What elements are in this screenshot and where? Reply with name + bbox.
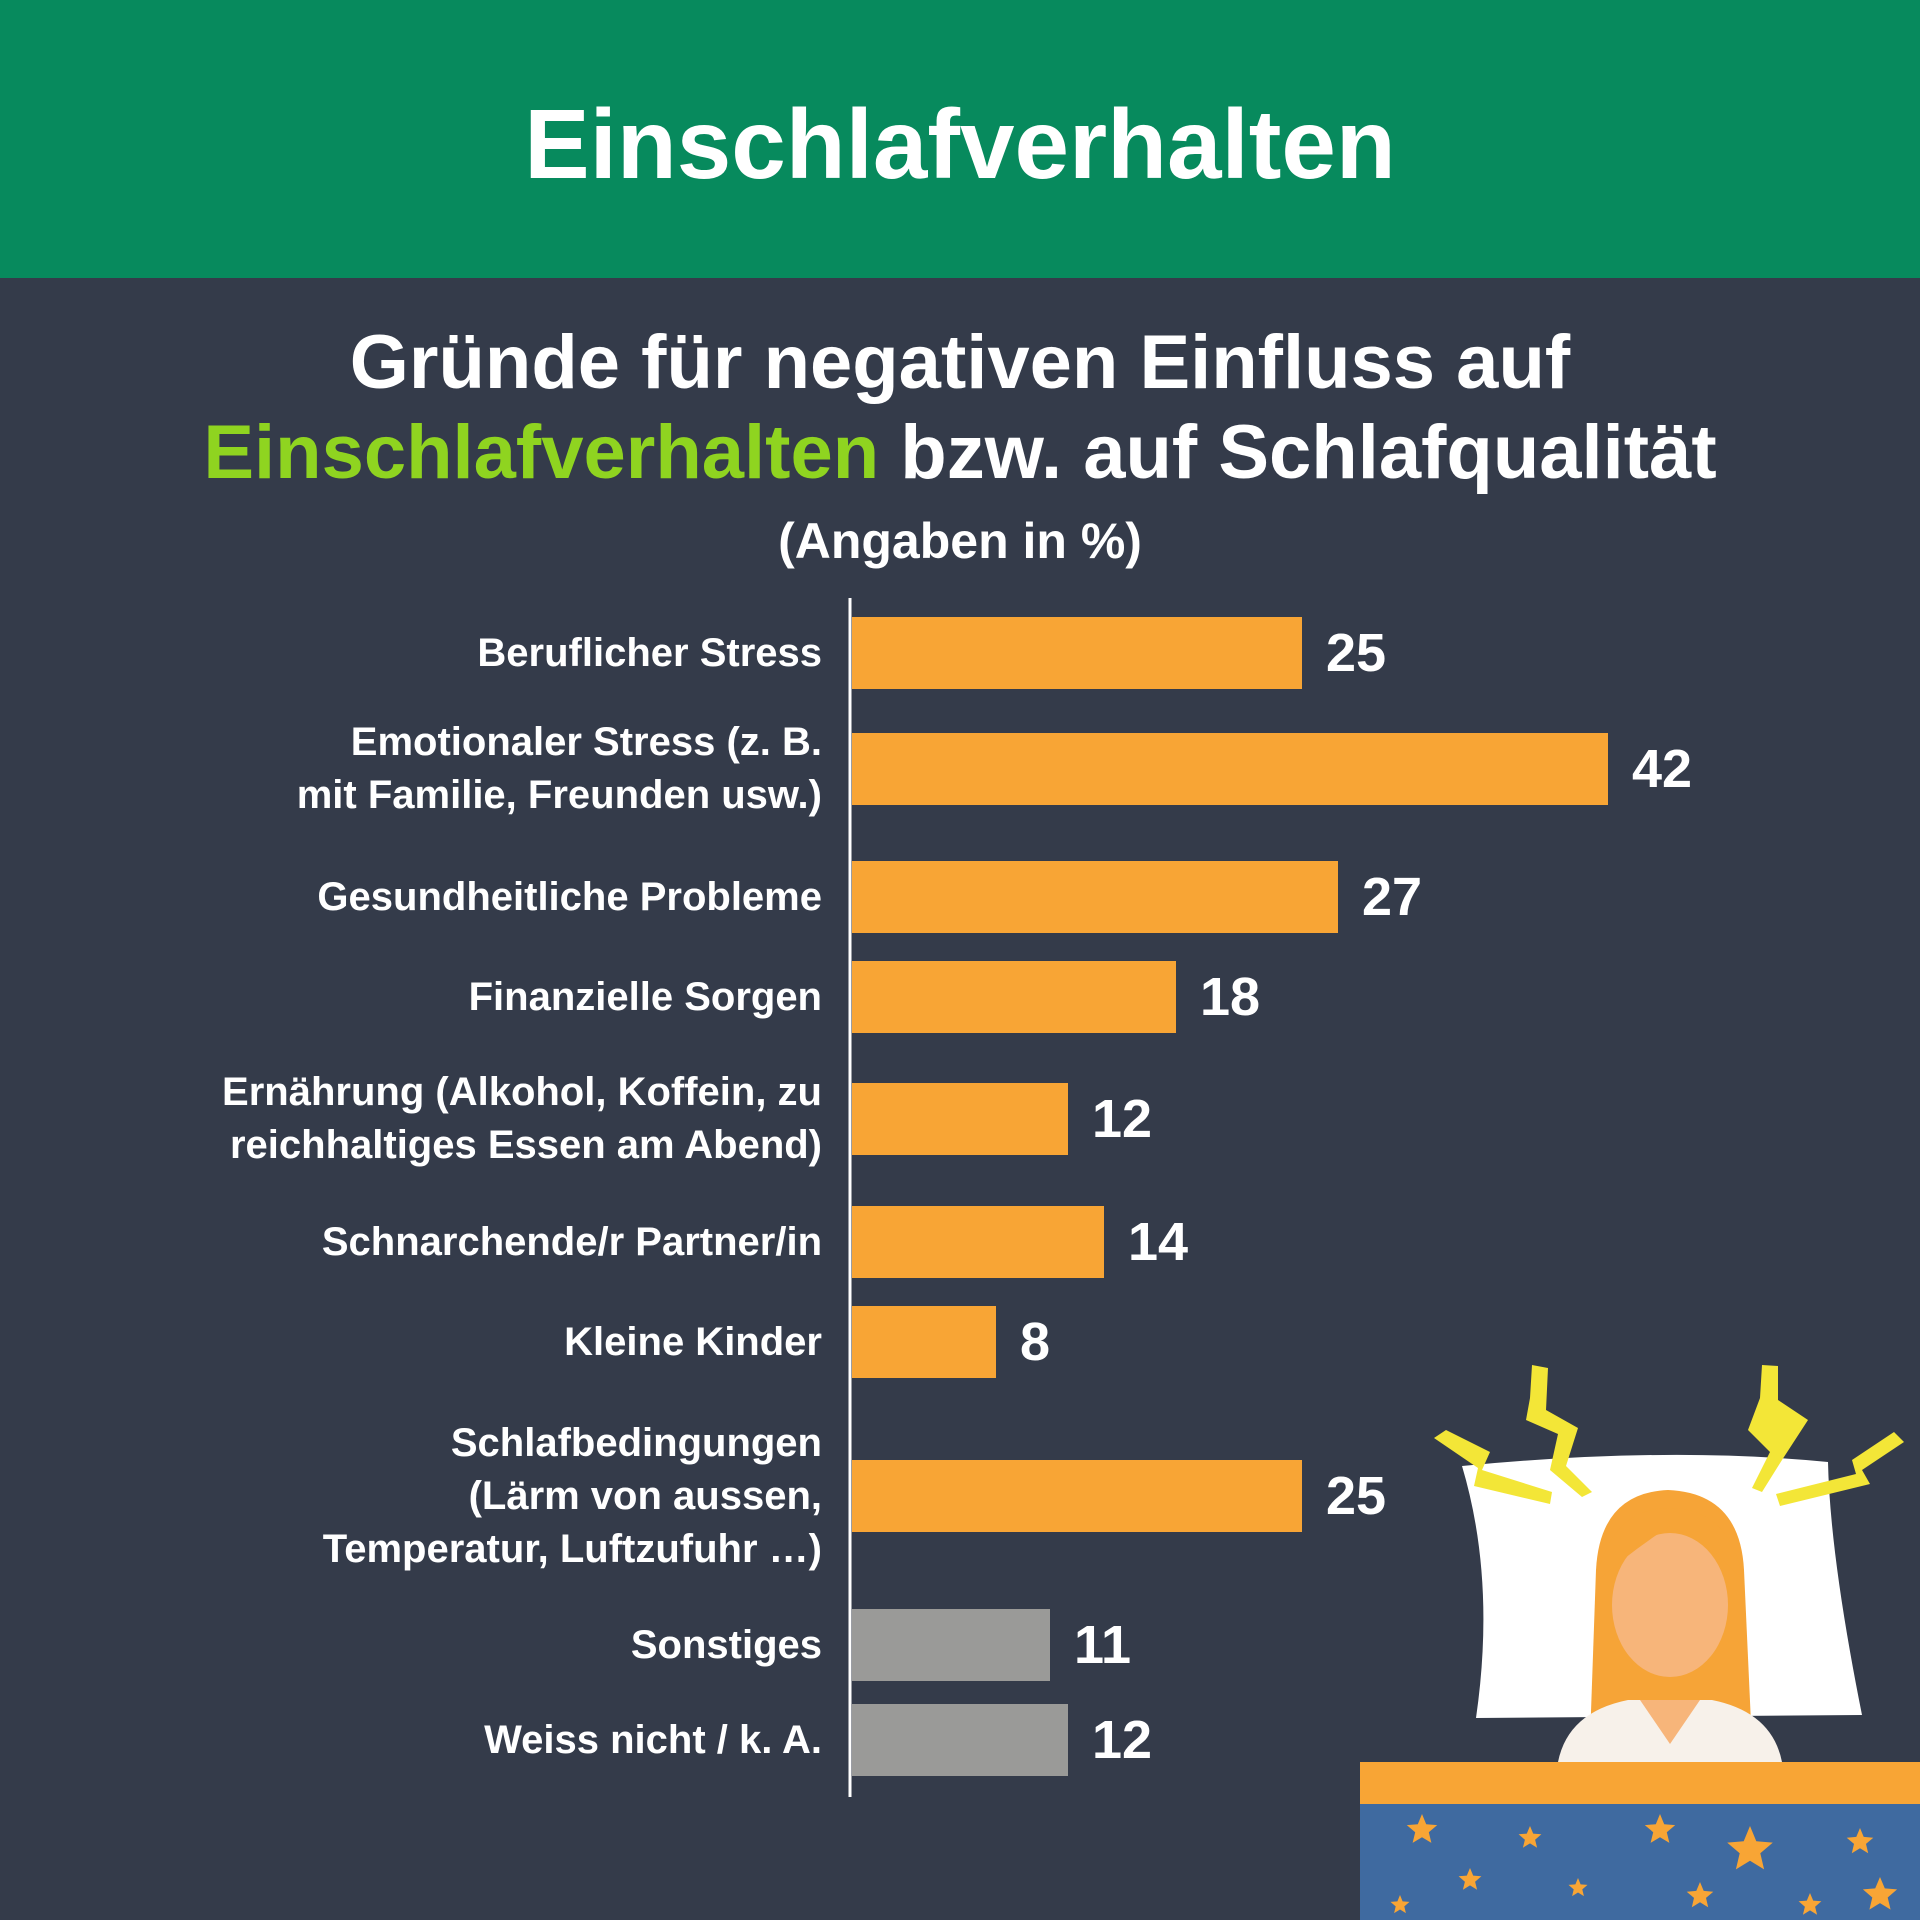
- chart-title-line-2: Einschlafverhalten bzw. auf Schlafqualit…: [0, 408, 1920, 498]
- value-label: 42: [1632, 739, 1693, 799]
- value-label: 11: [1074, 1615, 1132, 1675]
- star-icon: [1686, 1882, 1714, 1908]
- lightning-icon: [1434, 1430, 1552, 1504]
- category-label: Weiss nicht / k. A.: [162, 1714, 822, 1767]
- category-label-line: reichhaltiges Essen am Abend): [229, 1123, 822, 1167]
- category-label-line: Sonstiges: [630, 1622, 822, 1667]
- chart-unit-label: (Angaben in %): [778, 513, 1142, 569]
- category-label: Gesundheitliche Probleme: [162, 871, 822, 924]
- star-icon: [1846, 1828, 1874, 1854]
- star-icon: [1727, 1826, 1773, 1870]
- category-label-line: Schnarchende/r Partner/in: [321, 1219, 822, 1264]
- star-icon: [1406, 1814, 1438, 1843]
- category-label-line: Weiss nicht / k. A.: [484, 1717, 822, 1762]
- category-label: Beruflicher Stress: [162, 627, 822, 680]
- star-icon: [1798, 1893, 1822, 1915]
- value-label: 12: [1092, 1089, 1153, 1149]
- star-icon: [1518, 1826, 1542, 1848]
- category-label-line: Emotionaler Stress (z. B.: [350, 720, 822, 764]
- category-label: Ernährung (Alkohol, Koffein, zu reichhalt…: [162, 1066, 822, 1172]
- bar: [852, 1460, 1302, 1532]
- face: [1612, 1533, 1728, 1677]
- category-label: Emotionaler Stress (z. B. mit Familie, Fr…: [162, 716, 822, 822]
- lightning-icon: [1526, 1365, 1592, 1497]
- neck: [1640, 1700, 1700, 1744]
- value-label: 14: [1128, 1212, 1189, 1272]
- blanket-stars: [1390, 1814, 1898, 1915]
- bar: [852, 861, 1338, 933]
- category-label: Finanzielle Sorgen: [162, 971, 822, 1024]
- blanket-hem: [1360, 1762, 1920, 1804]
- value-label: 12: [1092, 1710, 1153, 1770]
- star-icon: [1458, 1868, 1482, 1890]
- bar: [852, 1083, 1068, 1155]
- category-label-line: Gesundheitliche Probleme: [317, 874, 822, 919]
- bar: [852, 1206, 1104, 1278]
- category-label-line: (Lärm von aussen,: [468, 1473, 822, 1518]
- category-label: Sonstiges: [162, 1619, 822, 1672]
- bar: [852, 617, 1302, 689]
- blanket: [1360, 1804, 1920, 1920]
- star-icon: [1390, 1895, 1410, 1914]
- bar: [852, 733, 1608, 805]
- value-label: 25: [1326, 623, 1387, 683]
- category-label: Kleine Kinder: [162, 1316, 822, 1369]
- value-label: 25: [1326, 1466, 1387, 1526]
- chart-title-line-1: Gründe für negativen Einfluss auf: [349, 320, 1571, 405]
- category-label-line: Finanzielle Sorgen: [468, 974, 822, 1019]
- category-label-line: Ernährung (Alkohol, Koffein, zu: [222, 1070, 822, 1114]
- chart-title-highlight: Einschlafverhalten: [203, 410, 880, 495]
- header-banner: Einschlafverhalten: [0, 0, 1920, 278]
- bangs: [1596, 1508, 1744, 1582]
- lightning-icon: [1776, 1432, 1904, 1506]
- category-label: Schlafbedingungen (Lärm von aussen, Temper…: [162, 1417, 822, 1576]
- chart-title-rest: bzw. auf Schlafqualität: [879, 410, 1717, 495]
- bar: [852, 1609, 1050, 1681]
- lightning-icon: [1748, 1365, 1808, 1492]
- bar: [852, 1306, 996, 1378]
- star-icon: [1644, 1814, 1676, 1843]
- header-title: Einschlafverhalten: [524, 89, 1396, 199]
- bar: [852, 961, 1176, 1033]
- category-label: Schnarchende/r Partner/in: [162, 1216, 822, 1269]
- value-label: 8: [1020, 1312, 1051, 1372]
- value-label: 27: [1362, 867, 1423, 927]
- value-label: 18: [1200, 967, 1261, 1027]
- bar: [852, 1704, 1068, 1776]
- star-icon: [1568, 1878, 1588, 1897]
- category-label-line: Beruflicher Stress: [477, 630, 822, 675]
- category-label-line: Kleine Kinder: [564, 1319, 822, 1364]
- category-label-line: mit Familie, Freunden usw.): [296, 773, 822, 817]
- star-icon: [1862, 1877, 1898, 1910]
- category-label-line: Schlafbedingungen: [450, 1420, 822, 1465]
- category-label-line: Temperatur, Luftzufuhr …): [322, 1526, 822, 1571]
